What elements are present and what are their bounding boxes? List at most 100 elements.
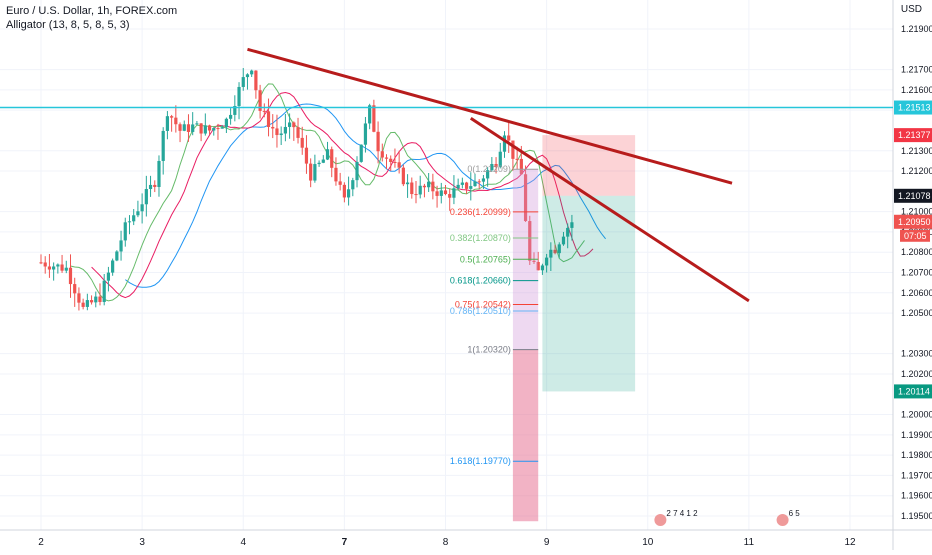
candle-body (557, 244, 561, 254)
price-tick-label: 1.21000 (901, 207, 932, 217)
candle-body (111, 260, 115, 273)
candle-body (304, 147, 309, 164)
candle-body (292, 122, 296, 128)
fib-extension-zone (512, 349, 539, 522)
price-tick-label: 1.20800 (901, 247, 932, 257)
price-label-text: 1.21513 (898, 103, 931, 113)
candle-body (85, 300, 89, 307)
candle-body (127, 221, 132, 223)
indicator-label[interactable]: Alligator (13, 8, 5, 8, 5, 3) (6, 19, 130, 31)
candle-body (507, 135, 511, 141)
candle-body (300, 137, 304, 148)
candle-body (422, 185, 427, 188)
candle-body (460, 182, 464, 185)
price-axis: 1.219001.217001.216001.215001.213001.212… (901, 24, 932, 521)
candle-body (325, 149, 330, 160)
candle-body (380, 151, 384, 158)
candle-body (106, 272, 111, 281)
candle-body (545, 257, 549, 266)
candle-body (338, 181, 342, 185)
candle-body (431, 181, 435, 192)
candle-body (342, 184, 346, 198)
candle-body (359, 144, 363, 162)
candle-body (115, 251, 119, 261)
candle-body (296, 127, 300, 138)
time-tick-label: 2 (38, 537, 44, 548)
price-tick-label: 1.20500 (901, 308, 932, 318)
candle-body (553, 249, 557, 254)
currency-label[interactable]: USD (900, 4, 922, 15)
alligator-teeth-line (91, 91, 594, 299)
price-tick-label: 1.19900 (901, 430, 932, 440)
candle-body (224, 118, 228, 128)
price-label-text: 1.20114 (898, 386, 930, 396)
time-axis: 2 3 4 7 8 9 10 11 12 (38, 537, 856, 548)
candle-body (566, 227, 570, 237)
candle-body (148, 184, 153, 190)
grid (0, 0, 893, 530)
time-tick-label: 4 (240, 537, 246, 548)
candle-body (397, 162, 401, 168)
candle-body (43, 262, 47, 267)
time-tick-label: 3 (139, 537, 145, 548)
candle-body (389, 158, 393, 163)
candle-body (262, 110, 266, 112)
candle-body (414, 194, 418, 196)
fib-label: 0.5(1.20765) (460, 254, 511, 264)
time-tick-label: 8 (443, 537, 449, 548)
price-tick-label: 1.20000 (901, 410, 932, 420)
candle-body (237, 86, 241, 107)
candle-body (233, 106, 237, 115)
candle-body (216, 128, 220, 130)
candle-body (203, 125, 207, 134)
candle-body (372, 105, 376, 132)
candle-body (346, 189, 351, 198)
candle-body (351, 180, 355, 190)
candle-body (502, 135, 507, 152)
candle-body (64, 267, 68, 271)
fib-label: 0.786(1.20510) (450, 306, 511, 316)
candle-body (136, 211, 140, 216)
candle-body (161, 130, 165, 161)
candle-body (317, 162, 321, 165)
candle-body (334, 167, 338, 182)
trendline (469, 117, 750, 303)
candle-body (191, 124, 195, 132)
candle-body (77, 293, 81, 303)
candle-body (494, 164, 498, 167)
candle-body (245, 74, 250, 78)
candle-body (182, 124, 186, 131)
candle-body (435, 191, 439, 196)
candle-body (498, 151, 502, 167)
stop-zone (542, 135, 636, 196)
time-tick-label: 11 (744, 537, 755, 548)
countdown-box (900, 229, 930, 242)
candle-body (68, 267, 73, 285)
time-tick-label: 12 (844, 537, 856, 548)
candle-body (464, 182, 469, 189)
candle-body (275, 128, 279, 136)
candle-body (532, 260, 536, 262)
candle-body (477, 181, 481, 183)
candle-body (47, 266, 52, 270)
candle-body (89, 300, 94, 303)
candle-body (410, 182, 414, 195)
candle-body (81, 302, 85, 307)
price-tick-label: 1.21200 (901, 166, 932, 176)
candle-body (178, 124, 182, 131)
candle-body (448, 194, 452, 198)
candle-body (56, 264, 60, 267)
price-tick-label: 1.21300 (901, 146, 932, 156)
fib-label: 0.75(1.20542) (455, 300, 511, 310)
candles (39, 68, 574, 311)
candle-body (528, 221, 532, 261)
candle-body (540, 265, 545, 271)
candle-body (287, 122, 292, 127)
candle-body (384, 157, 389, 159)
candle-body (570, 222, 574, 228)
candle-body (174, 117, 178, 125)
candle-body (271, 126, 275, 129)
candle-body (549, 249, 553, 258)
